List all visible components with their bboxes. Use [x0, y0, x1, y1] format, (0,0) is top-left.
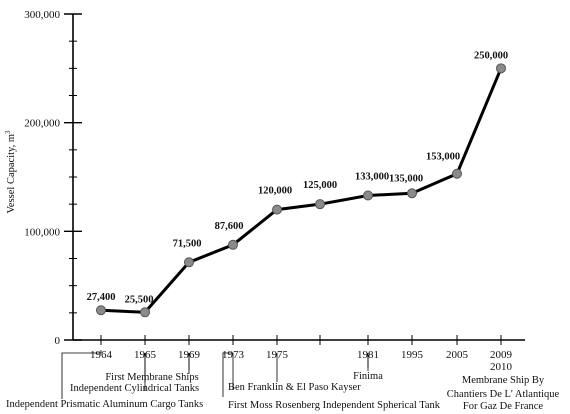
- y-axis-label: Vessel Capacity, m3: [4, 130, 17, 214]
- annotation-text: First Moss Rosenberg Independent Spheric…: [228, 400, 441, 411]
- data-label: 250,000: [474, 50, 508, 61]
- data-point: [272, 204, 282, 215]
- annotation-text: First Membrane Ships: [105, 372, 198, 383]
- data-label: 133,000: [355, 171, 389, 182]
- y-tick-label: 0: [55, 335, 61, 347]
- annotation-text: Membrane Ship By: [462, 375, 545, 386]
- data-label: 87,600: [215, 221, 244, 232]
- annotation-text: Finima: [353, 371, 383, 382]
- annotation-text: Chantiers De L' Atlantique: [447, 389, 560, 400]
- data-point: [315, 199, 325, 210]
- annotations: Independent Prismatic Aluminum Cargo Tan…: [6, 350, 560, 412]
- data-label: 135,000: [389, 173, 423, 184]
- y-tick-label: 100,000: [24, 226, 60, 238]
- data-label: 71,500: [173, 238, 202, 249]
- annotation-leader: [61, 352, 101, 399]
- data-point: [452, 168, 462, 179]
- x-tick-label: 1995: [401, 349, 424, 361]
- x-tick-label: 1964: [90, 349, 113, 361]
- annotation-leader: [222, 352, 233, 397]
- y-tick-label: 200,000: [24, 118, 60, 130]
- annotation-text: Independent Cylindrical Tanks: [70, 383, 199, 394]
- data-point: [96, 305, 106, 316]
- data-point: [140, 307, 150, 318]
- data-point: [496, 63, 506, 74]
- data-point: [363, 190, 373, 201]
- data-labels: 27,400 25,500 71,500 87,600 120,000 125,000 13…: [87, 50, 509, 305]
- annotation-text: Independent Prismatic Aluminum Cargo Tan…: [6, 399, 203, 410]
- annotation-text: For Gaz De France: [463, 401, 544, 412]
- x-tick-label: 2009: [490, 349, 513, 361]
- data-label: 120,000: [258, 186, 292, 197]
- annotation-text: Ben Franklin & El Paso Kayser: [228, 382, 361, 393]
- data-point: [228, 239, 238, 250]
- data-label: 125,000: [303, 180, 337, 191]
- series: [96, 63, 506, 318]
- x-tick-label-2010: 2010: [490, 361, 513, 373]
- data-point: [407, 188, 417, 199]
- data-label: 25,500: [125, 294, 154, 305]
- y-axis: 0 100,000 200,000 300,000: [24, 9, 82, 347]
- data-point: [184, 257, 194, 268]
- data-label: 153,000: [426, 152, 460, 163]
- y-tick-label: 300,000: [24, 9, 60, 21]
- y-axis-label-superscript: 3: [4, 130, 12, 134]
- x-tick-label: 2005: [446, 349, 469, 361]
- series-line: [100, 67, 503, 314]
- data-label: 27,400: [87, 292, 116, 303]
- y-axis-label-text: Vessel Capacity, m: [6, 134, 17, 214]
